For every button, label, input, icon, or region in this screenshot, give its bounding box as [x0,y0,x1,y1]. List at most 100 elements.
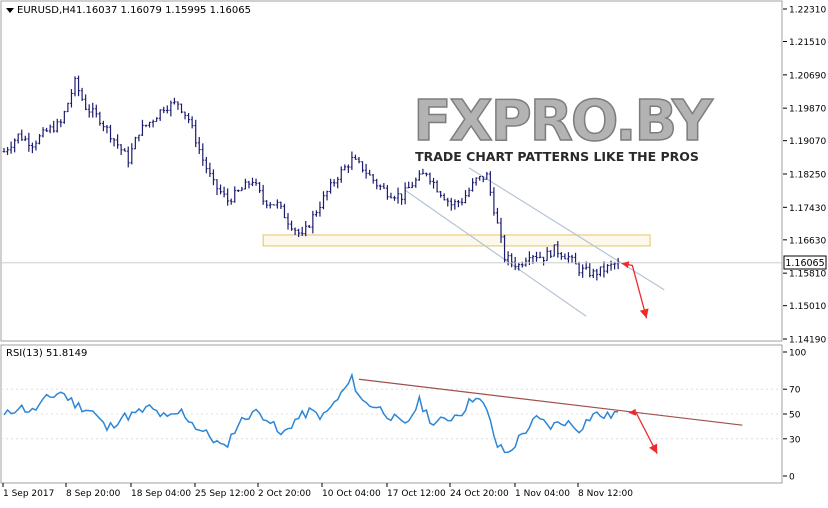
candle [268,202,272,209]
candle [602,261,606,278]
candle [517,262,521,271]
candle [336,176,340,189]
candle [393,195,396,201]
candle [70,89,73,108]
candle [307,224,311,229]
candle [325,190,329,201]
candle [488,171,492,196]
rsi-label: RSI(13) 51.8149 [6,348,87,359]
symbol-dropdown-icon[interactable] [6,8,14,13]
candle [176,101,180,110]
candle [435,180,439,193]
candle [290,220,293,231]
candle [173,97,176,105]
time-tick-label: 24 Oct 20:00 [450,489,509,499]
candle [389,192,393,199]
candle [84,94,88,111]
candle [87,104,91,118]
rsi-line [3,372,619,454]
candle [542,256,545,266]
candle [94,104,98,118]
candle [577,261,581,277]
rsi-tick-label: 30 [789,435,801,445]
candle [563,253,567,260]
candle [187,113,190,124]
candle [464,190,467,204]
candle [567,252,570,264]
candle [403,182,407,205]
candle [591,268,595,278]
candle [382,183,386,189]
candle [123,148,127,152]
candle [293,227,297,236]
candle [151,119,155,128]
watermark-tagline: TRADE CHART PATTERNS LIKE THE PROS [415,149,699,164]
candle [190,116,194,129]
candle [23,135,27,141]
candle [492,187,496,216]
candle [588,262,592,278]
candle [197,136,201,155]
candle [80,87,84,101]
price-tick-label: 1.15010 [789,302,826,312]
symbol-timeframe-label[interactable]: EURUSD,H4 [17,5,76,16]
candle [350,151,354,170]
candle [332,179,336,187]
candle [549,250,553,259]
candle [73,76,77,97]
candle [251,177,254,187]
candle [535,251,538,262]
candle [485,171,489,180]
candle [77,75,80,97]
candle [48,124,52,134]
time-tick-label: 18 Sep 04:00 [131,489,191,499]
candle [279,201,283,209]
candle [524,257,528,267]
candle [574,252,577,265]
candle [446,197,450,207]
time-tick-label: 8 Sep 20:00 [66,489,121,499]
time-tick-label: 10 Oct 04:00 [322,489,381,499]
candle [300,226,304,237]
rsi-forecast-arrow [628,408,658,454]
candle [275,199,279,209]
candle [169,100,173,117]
candle [208,162,212,178]
candle [144,124,148,128]
candle [226,188,230,206]
candle [236,189,240,193]
candle [27,132,31,152]
forecast-arrowhead [639,308,649,319]
candle [155,117,159,123]
forecast-start-arrowhead [621,261,630,269]
candle [538,251,542,259]
candle [212,169,215,186]
candle [417,170,421,181]
candle [343,164,347,171]
candle [503,234,506,263]
candle [595,268,599,281]
channel-upper-line [468,167,665,291]
price-tick-label: 1.15810 [789,270,826,280]
price-panel[interactable] [0,0,783,342]
candle [137,134,141,142]
price-tick-label: 1.18250 [789,171,826,181]
candle [378,184,382,191]
candle [62,110,66,124]
price-tick-label: 1.21510 [789,38,826,48]
candle [297,228,301,238]
candle [510,253,514,268]
candle [311,210,315,234]
candle [368,169,372,176]
candle [194,119,198,148]
candle [386,184,389,200]
candle [204,156,208,174]
candle [126,146,130,168]
candle [141,119,144,137]
candle [425,172,428,177]
candle [162,106,166,114]
candle [371,173,375,184]
candle [258,182,261,193]
